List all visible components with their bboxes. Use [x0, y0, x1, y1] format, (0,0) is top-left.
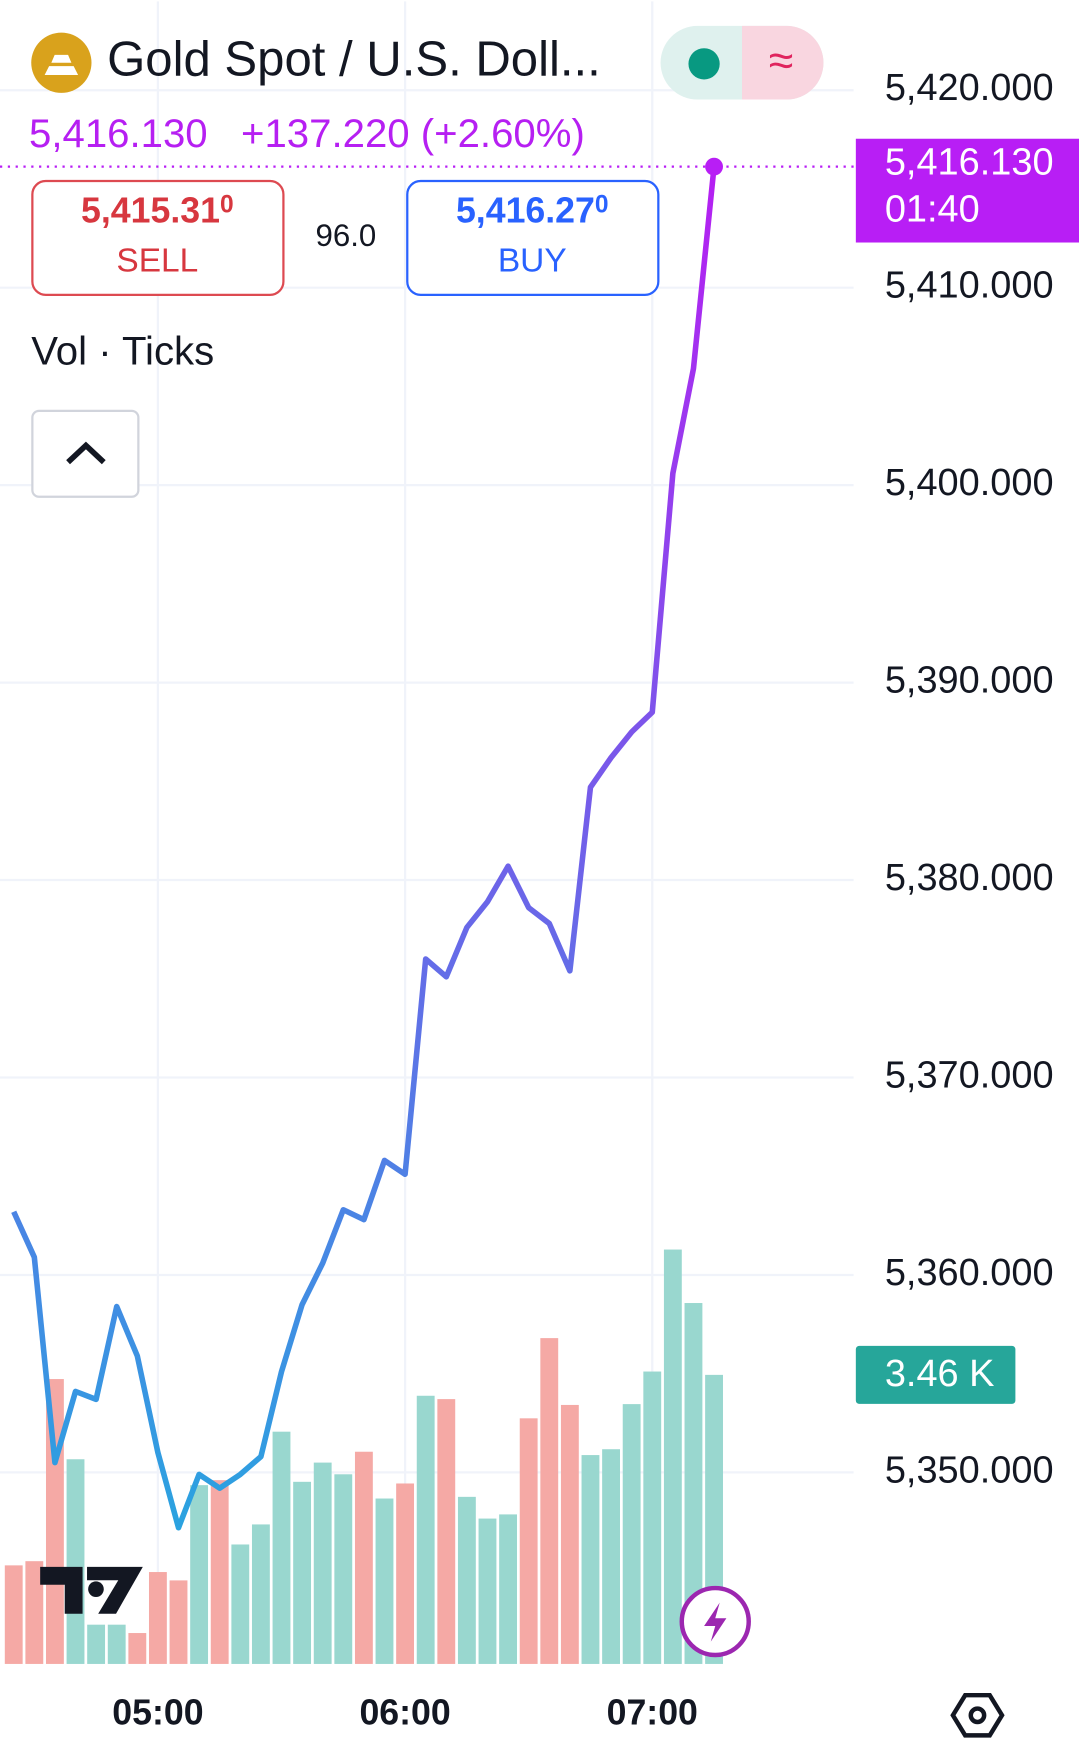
symbol-icon — [31, 32, 92, 93]
volume-bar — [169, 1580, 188, 1664]
volume-bar — [643, 1371, 662, 1664]
volume-bar — [251, 1524, 270, 1664]
buy-price-digit: 0 — [595, 192, 609, 219]
price-tag-countdown: 01:40 — [885, 188, 980, 230]
volume-bar — [602, 1449, 620, 1664]
volume-bar — [684, 1303, 703, 1664]
y-tick-label: 5,380.000 — [885, 857, 1054, 899]
price-tag — [855, 138, 1079, 243]
volume-bar — [148, 1572, 167, 1664]
price-tag-value: 5,416.130 — [885, 141, 1054, 183]
volume-bar — [375, 1498, 394, 1664]
volume-bar — [519, 1418, 538, 1664]
lightning-icon — [704, 1602, 727, 1642]
volume-bar — [416, 1395, 435, 1664]
buy-button[interactable] — [406, 179, 660, 296]
volume-bar — [622, 1404, 641, 1664]
price-line — [11, 166, 717, 1531]
y-tick-label: 5,400.000 — [885, 462, 1054, 504]
symbol-icon-bars — [44, 54, 79, 76]
y-tick-label: 5,390.000 — [885, 660, 1054, 702]
tv-logo-dot — [88, 1581, 104, 1597]
volume-bar — [334, 1474, 353, 1664]
buy-label: BUY — [498, 242, 567, 279]
y-tick-label: 5,350.000 — [885, 1449, 1054, 1491]
volume-bar — [581, 1455, 600, 1664]
volume-bar — [25, 1561, 44, 1664]
volume-bar — [210, 1480, 229, 1664]
last-point — [705, 157, 723, 176]
last-price: 5,416.130 — [29, 111, 208, 156]
y-tick-label: 5,420.000 — [885, 67, 1054, 109]
volume-bar — [437, 1399, 456, 1664]
volume-bar — [396, 1483, 415, 1664]
sell-price: 5,415.310 — [81, 191, 234, 231]
settings-button[interactable] — [950, 1692, 1005, 1738]
y-tick-label: 5,370.000 — [885, 1055, 1054, 1097]
y-tick-label: 5,360.000 — [885, 1252, 1054, 1294]
status-pill-right — [742, 25, 824, 100]
volume-bar — [66, 1459, 85, 1664]
volume-bar — [272, 1431, 291, 1664]
volume-bar — [354, 1451, 373, 1664]
volume-bar — [313, 1462, 332, 1664]
volume-bar — [478, 1518, 497, 1664]
collapse-button[interactable] — [31, 409, 140, 498]
x-tick-label: 07:00 — [607, 1693, 698, 1733]
volume-bar — [107, 1624, 126, 1664]
x-tick-label: 06:00 — [359, 1693, 450, 1733]
sell-price-main: 5,415.31 — [81, 191, 220, 231]
delay-icon: ≈ — [769, 37, 794, 86]
settings-icon — [968, 1706, 987, 1725]
volume-bar — [4, 1565, 23, 1664]
volume-bar — [128, 1633, 147, 1664]
price-change: +137.220 (+2.60%) — [241, 111, 585, 156]
volume-bar — [293, 1481, 312, 1664]
sell-label: SELL — [116, 242, 198, 279]
volume-bar — [663, 1249, 682, 1664]
volume-bar — [540, 1338, 559, 1664]
spread: 96.0 — [316, 218, 377, 253]
volume-bar — [499, 1514, 518, 1664]
volume-bar — [457, 1496, 476, 1664]
indicator-label[interactable]: Vol · Ticks — [31, 329, 214, 374]
tv-logo — [40, 1566, 143, 1614]
volume-bar — [87, 1624, 106, 1664]
buy-price: 5,416.270 — [456, 191, 609, 231]
sell-price-digit: 0 — [220, 192, 234, 219]
market-open-dot — [688, 48, 720, 80]
buy-price-main: 5,416.27 — [456, 191, 595, 231]
y-tick-label: 5,410.000 — [885, 265, 1054, 307]
volume-bar — [231, 1544, 250, 1664]
volume-bar — [190, 1485, 209, 1664]
sell-button[interactable] — [31, 179, 285, 296]
x-tick-label: 05:00 — [112, 1693, 203, 1733]
volume-tag-value: 3.46 K — [885, 1353, 995, 1395]
volume-tag — [855, 1345, 1016, 1404]
symbol-name[interactable]: Gold Spot / U.S. Doll... — [107, 33, 601, 87]
volume-bar — [560, 1404, 579, 1664]
collapse-icon — [66, 441, 106, 465]
